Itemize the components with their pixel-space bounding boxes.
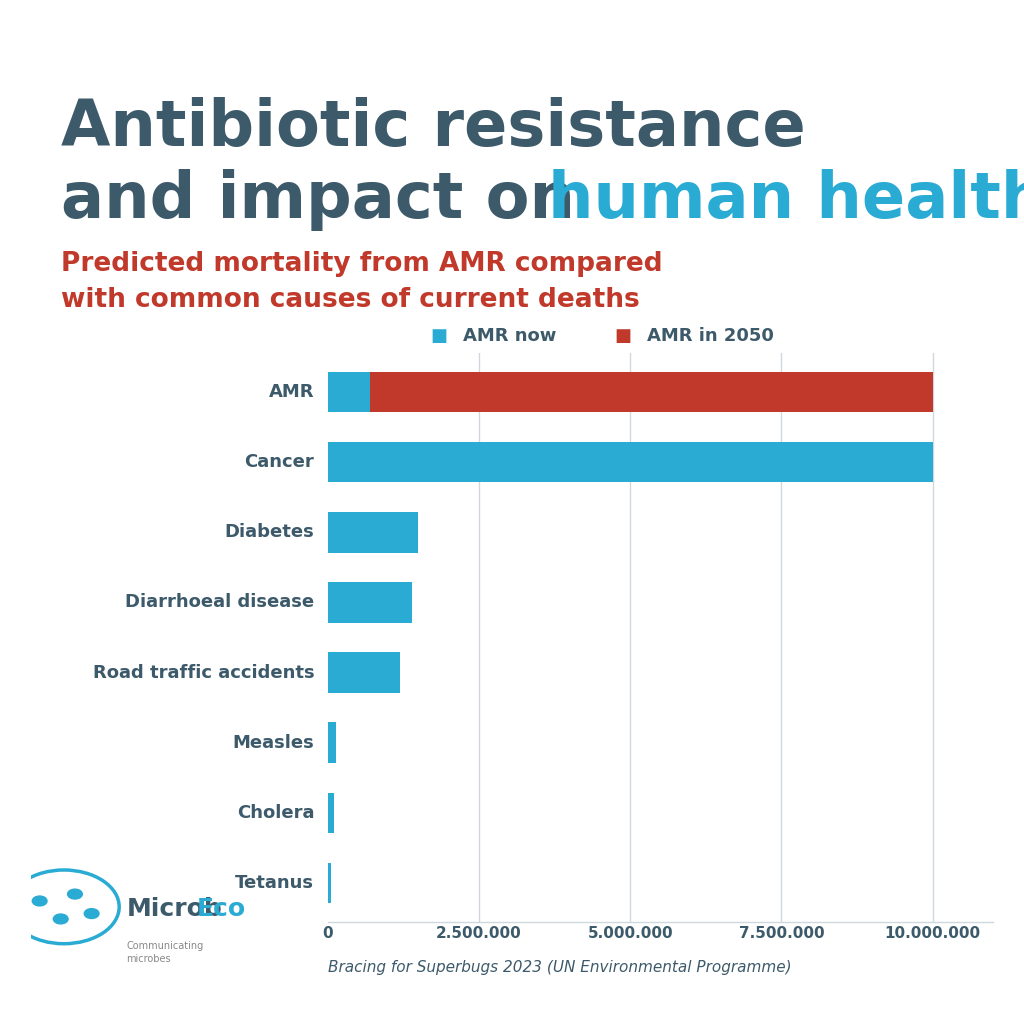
Text: human health: human health xyxy=(548,169,1024,231)
Circle shape xyxy=(33,896,47,906)
Bar xyxy=(328,441,933,482)
Text: Bracing for Superbugs 2023 (UN Environmental Programme): Bracing for Superbugs 2023 (UN Environme… xyxy=(328,959,792,975)
Circle shape xyxy=(68,889,82,899)
Text: Antibiotic resistance: Antibiotic resistance xyxy=(61,97,806,160)
Text: and impact on: and impact on xyxy=(61,169,598,231)
Text: Eco: Eco xyxy=(197,897,246,922)
Bar xyxy=(328,793,334,834)
Text: with common causes of current deaths: with common causes of current deaths xyxy=(61,287,640,312)
Text: ■: ■ xyxy=(430,327,447,345)
Bar xyxy=(328,652,400,693)
Text: Diabetes: Diabetes xyxy=(224,523,314,542)
Bar xyxy=(328,862,332,903)
Bar xyxy=(370,372,933,413)
Text: Cholera: Cholera xyxy=(237,804,314,822)
Text: ■: ■ xyxy=(614,327,632,345)
Text: Microb: Microb xyxy=(127,897,222,922)
Text: Tetanus: Tetanus xyxy=(236,874,314,892)
Bar xyxy=(328,582,413,623)
Text: Measles: Measles xyxy=(232,733,314,752)
Text: Diarrhoeal disease: Diarrhoeal disease xyxy=(125,593,314,611)
Text: AMR: AMR xyxy=(269,383,314,400)
Circle shape xyxy=(53,914,68,924)
Text: Communicating
microbes: Communicating microbes xyxy=(127,941,204,964)
Bar xyxy=(328,512,419,553)
Text: Road traffic accidents: Road traffic accidents xyxy=(93,664,314,682)
Text: AMR now: AMR now xyxy=(463,327,556,345)
Circle shape xyxy=(84,908,99,919)
Bar xyxy=(328,372,370,413)
Text: Cancer: Cancer xyxy=(245,453,314,471)
Text: AMR in 2050: AMR in 2050 xyxy=(647,327,774,345)
Bar xyxy=(328,722,336,763)
Text: Predicted mortality from AMR compared: Predicted mortality from AMR compared xyxy=(61,251,664,276)
